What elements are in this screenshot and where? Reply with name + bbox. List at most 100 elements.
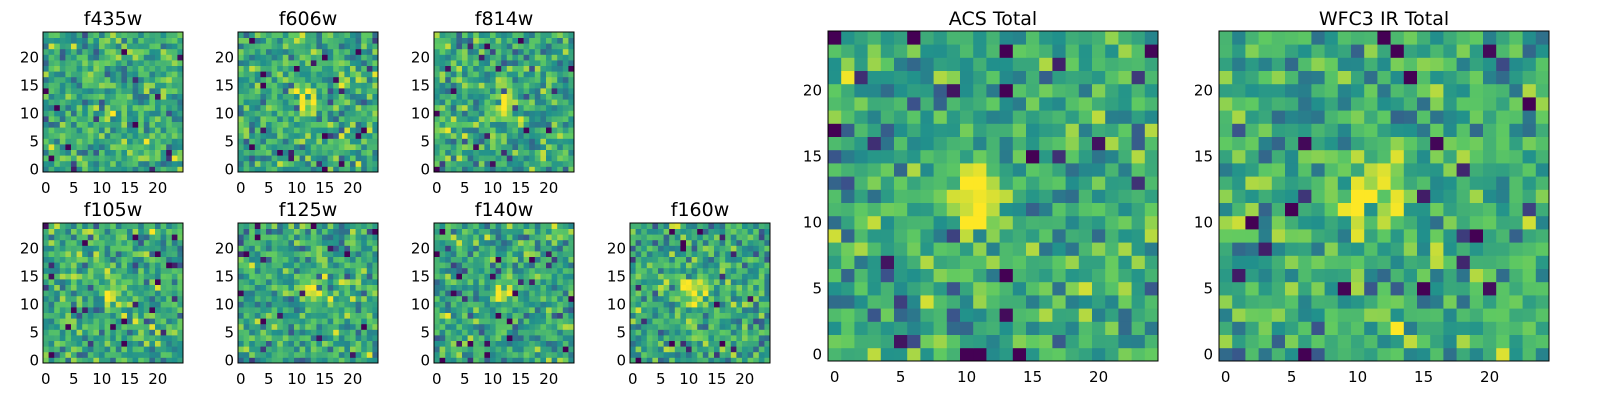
heatmap-cell: [361, 228, 368, 235]
heatmap-cell: [87, 93, 94, 100]
heatmap-cell: [495, 71, 502, 78]
heatmap-cell: [1092, 255, 1106, 269]
heatmap-cell: [1065, 123, 1080, 137]
heatmap-cell: [546, 116, 552, 122]
heatmap-cell: [506, 262, 513, 269]
heatmap-cell: [76, 60, 83, 66]
heatmap-cell: [127, 93, 133, 100]
heatmap-cell: [333, 155, 340, 162]
heatmap-cell: [294, 144, 300, 150]
heatmap-cell: [338, 127, 345, 134]
heatmap-cell: [641, 228, 648, 235]
heatmap-cell: [512, 82, 519, 89]
heatmap-cell: [361, 312, 368, 319]
heatmap-cell: [322, 121, 328, 128]
heatmap-cell: [344, 116, 351, 122]
heatmap-cell: [171, 262, 178, 269]
heatmap-cell: [518, 357, 524, 364]
heatmap-cell: [523, 295, 530, 302]
heatmap-cell: [562, 301, 569, 308]
heatmap-cell: [132, 166, 139, 173]
heatmap-cell: [445, 346, 452, 353]
heatmap-cell: [344, 127, 351, 134]
heatmap-cell: [1012, 123, 1027, 137]
heatmap-cell: [747, 223, 754, 229]
heatmap-cell: [310, 93, 317, 100]
heatmap-cell: [110, 239, 117, 246]
heatmap-cell: [506, 138, 513, 145]
heatmap-cell: [484, 340, 491, 347]
heatmap-cell: [132, 121, 139, 128]
heatmap-cell: [372, 346, 379, 353]
heatmap-cell: [132, 116, 139, 122]
heatmap-cell: [546, 121, 552, 128]
heatmap-cell: [372, 307, 379, 313]
heatmap-cell: [238, 104, 244, 111]
heatmap-cell: [495, 166, 502, 173]
heatmap-cell: [355, 110, 362, 117]
heatmap-cell: [143, 335, 150, 341]
heatmap-cell: [266, 127, 272, 134]
heatmap-cell: [439, 239, 446, 246]
heatmap-cell: [372, 48, 379, 55]
heatmap-cell: [719, 223, 726, 229]
heatmap-cell: [462, 132, 468, 139]
heatmap-cell: [973, 242, 987, 256]
heatmap-cell: [828, 189, 842, 203]
heatmap-cell: [143, 295, 150, 302]
heatmap-cell: [674, 323, 681, 330]
heatmap-cell: [294, 43, 300, 50]
heatmap-cell: [478, 239, 485, 246]
heatmap-cell: [462, 82, 468, 89]
heatmap-cell: [506, 239, 513, 246]
heatmap-cell: [48, 99, 55, 106]
heatmap-cell: [310, 340, 317, 347]
heatmap-cell: [76, 138, 83, 145]
heatmap-cell: [434, 110, 440, 117]
heatmap-cell: [322, 93, 328, 100]
heatmap-cell: [177, 323, 184, 330]
heatmap-cell: [372, 318, 379, 325]
heatmap-cell: [456, 346, 463, 353]
heatmap-cell: [271, 329, 278, 336]
heatmap-cell: [467, 223, 474, 229]
heatmap-cell: [462, 110, 468, 117]
heatmap-cell: [439, 65, 446, 72]
heatmap-cell: [344, 71, 351, 78]
heatmap-cell: [355, 132, 362, 139]
heatmap-cell: [490, 290, 496, 297]
heatmap-cell: [110, 32, 117, 38]
heatmap-cell: [271, 138, 278, 145]
heatmap-cell: [501, 60, 508, 66]
heatmap-cell: [127, 256, 133, 263]
heatmap-cell: [333, 43, 340, 50]
heatmap-cell: [127, 267, 133, 274]
heatmap-cell: [960, 110, 974, 124]
x-tick-label: 10: [287, 179, 306, 197]
heatmap-cell: [366, 346, 373, 353]
heatmap-cell: [238, 149, 244, 156]
heatmap-cell: [138, 43, 145, 50]
heatmap-cell: [166, 267, 173, 274]
heatmap-cell: [828, 295, 842, 309]
heatmap-cell: [506, 104, 513, 111]
heatmap-cell: [714, 256, 720, 263]
heatmap-cell: [254, 290, 261, 297]
heatmap-cell: [138, 284, 145, 291]
heatmap-cell: [439, 71, 446, 78]
heatmap-cell: [333, 245, 340, 252]
heatmap-cell: [674, 279, 681, 285]
heatmap-cell: [641, 346, 648, 353]
heatmap-cell: [894, 268, 908, 283]
heatmap-cell: [523, 99, 530, 106]
heatmap-cell: [355, 76, 362, 83]
heatmap-cell: [534, 43, 541, 50]
heatmap-cell: [540, 65, 547, 72]
heatmap-cell: [177, 284, 184, 291]
heatmap-cell: [99, 307, 105, 313]
heatmap-cell: [93, 290, 100, 297]
heatmap-cell: [960, 281, 974, 296]
heatmap-cell: [361, 54, 368, 61]
heatmap-cell: [529, 48, 536, 55]
heatmap-cell: [523, 88, 530, 94]
